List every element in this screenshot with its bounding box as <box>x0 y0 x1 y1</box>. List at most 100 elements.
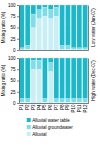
y2-axis <box>88 59 89 104</box>
bar <box>31 69 36 103</box>
legend-label: Alluvial groundwater <box>32 125 73 130</box>
tick: P2 <box>25 103 30 110</box>
tick-label: P6 <box>48 104 53 110</box>
bar <box>65 46 70 50</box>
tick-label: P7 <box>54 104 59 110</box>
bar <box>19 48 24 50</box>
tick-mark <box>17 39 19 40</box>
tick-label: 75 <box>10 14 16 19</box>
tick-label: 50 <box>10 25 16 30</box>
bar <box>60 58 65 99</box>
bar <box>48 19 53 51</box>
tick-label: P3 <box>31 104 36 110</box>
grid-line <box>19 103 88 104</box>
grid <box>19 58 88 103</box>
bar <box>19 99 24 103</box>
series <box>19 58 87 99</box>
bars <box>19 58 87 103</box>
bar <box>37 69 42 103</box>
tick-label: P10 <box>71 104 76 113</box>
bar <box>31 28 36 51</box>
tick: 75 <box>10 14 19 19</box>
bars <box>19 5 87 50</box>
bar <box>65 99 70 103</box>
tick: 100 <box>8 3 19 8</box>
legend-label: Alluvial <box>32 132 46 137</box>
tick-label: P9 <box>65 104 70 110</box>
bar <box>31 5 36 14</box>
tick-label: 75 <box>10 67 16 72</box>
axis-line <box>19 59 20 104</box>
tick: 75 <box>10 67 19 72</box>
bar <box>19 5 24 48</box>
bar <box>31 58 36 60</box>
bar <box>71 5 76 48</box>
tick-label: P5 <box>42 104 47 110</box>
bar <box>54 99 59 103</box>
legend: Alluvial water table Alluvial groundwater… <box>27 118 74 137</box>
tick: 0 <box>13 101 19 106</box>
chart: 0255075100Mixing ratio (%)Low water (Jun… <box>0 0 100 153</box>
bar <box>25 58 30 99</box>
y2-axis-title: High water (Dec-07) <box>91 60 96 101</box>
tick: P11 <box>77 103 82 112</box>
bar <box>31 60 36 69</box>
tick-mark <box>17 58 19 59</box>
y2-axis-title: Low water (Jun-07) <box>91 8 96 47</box>
y-axis-title: Mixing ratio (%) <box>1 64 6 96</box>
bar <box>77 99 82 103</box>
tick: P3 <box>31 103 36 110</box>
x-axis: P1P2P3P4P5P6P7P8P9P10P11P12 <box>19 103 88 113</box>
tick-mark <box>17 92 19 93</box>
tick: P7 <box>54 103 59 110</box>
bar <box>42 58 47 99</box>
tick: 25 <box>10 90 19 95</box>
bar <box>42 5 47 7</box>
legend-label: Alluvial water table <box>32 118 70 123</box>
axis-line <box>20 103 89 104</box>
tick-label: 25 <box>10 90 16 95</box>
y-axis: 0 25 50 75 100 <box>8 3 20 53</box>
tick: P9 <box>65 103 70 110</box>
tick-mark <box>17 28 19 29</box>
legend-swatch <box>27 118 31 122</box>
bar <box>48 63 53 72</box>
y-axis: 0 25 50 75 100 <box>8 56 20 106</box>
bar <box>25 46 30 50</box>
tick: 100 <box>8 56 19 61</box>
panel: 0255075100P1P2P3P4P5P6P7P8P9P10P11P12Mix… <box>1 56 96 113</box>
y-axis-title: Mixing ratio (%) <box>1 11 6 43</box>
bar <box>48 58 53 63</box>
tick: P1 <box>19 103 24 110</box>
bar <box>48 72 53 104</box>
series <box>19 5 87 48</box>
bar <box>54 5 59 7</box>
tick: P4 <box>37 103 42 110</box>
tick-mark <box>17 69 19 70</box>
bar <box>37 19 42 51</box>
tick-label: 50 <box>10 78 16 83</box>
bar <box>83 5 88 48</box>
tick-label: 25 <box>10 37 16 42</box>
bar <box>37 10 42 19</box>
tick-label: 0 <box>13 48 16 53</box>
tick: P5 <box>42 103 47 110</box>
x-axis <box>20 50 89 51</box>
bar <box>19 58 24 99</box>
legend-item: Alluvial water table <box>27 118 71 123</box>
bar <box>83 48 88 50</box>
bar <box>77 5 82 48</box>
tick-label: P8 <box>60 104 65 110</box>
grid <box>19 5 88 50</box>
bar <box>71 48 76 50</box>
axis-line <box>20 50 89 51</box>
legend-item: Alluvial <box>27 132 47 137</box>
bar <box>42 16 47 50</box>
tick-mark <box>17 103 19 104</box>
panel: 0 25 50 75 100Mixing ratio (%) Low water (Jun… <box>1 3 96 53</box>
legend-swatch <box>27 132 31 136</box>
bar <box>42 7 47 16</box>
tick-mark <box>17 5 19 6</box>
tick-mark <box>17 50 19 51</box>
bar <box>54 58 59 99</box>
